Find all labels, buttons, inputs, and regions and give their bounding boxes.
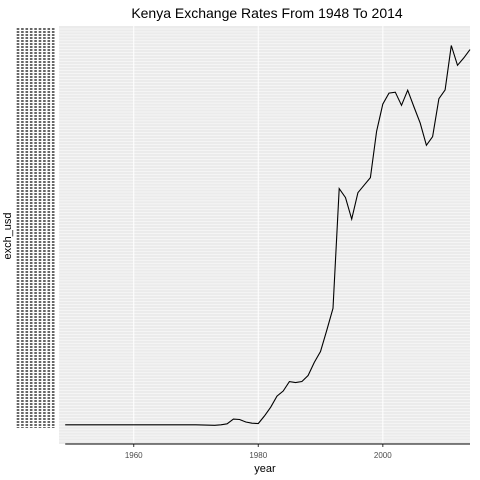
- x-axis-title: year: [254, 463, 276, 475]
- plot-panel: [59, 26, 470, 444]
- y-gridlines: [59, 28, 470, 442]
- x-tick-label: 1980: [249, 451, 267, 460]
- x-gridlines: [133, 26, 384, 444]
- chart-title: Kenya Exchange Rates From 1948 To 2014: [131, 5, 403, 21]
- y-axis-tick-labels: [16, 28, 55, 428]
- x-tick-label: 1960: [125, 451, 143, 460]
- x-tick-label: 2000: [374, 451, 392, 460]
- series-line: [65, 45, 471, 426]
- y-axis-title: exch_usd: [2, 212, 14, 259]
